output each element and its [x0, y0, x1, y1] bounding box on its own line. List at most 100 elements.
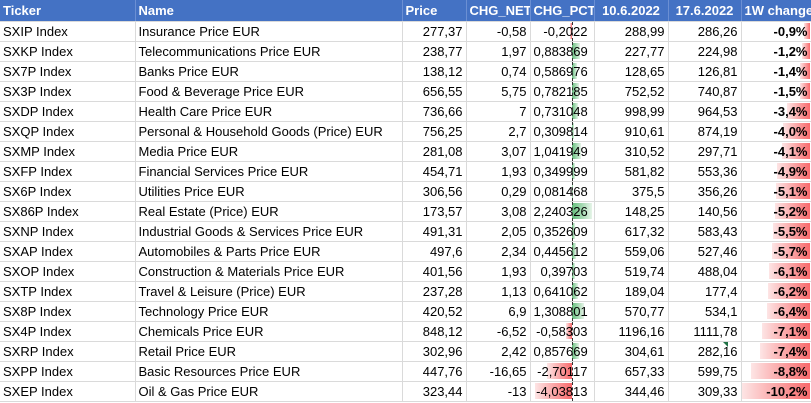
- date1-cell[interactable]: 288,99: [594, 21, 669, 42]
- date1-cell[interactable]: 570,77: [594, 301, 669, 322]
- week-change-cell[interactable]: -7,4%: [741, 341, 811, 362]
- name-cell[interactable]: Insurance Price EUR: [135, 21, 403, 42]
- date1-cell[interactable]: 148,25: [594, 201, 669, 222]
- header-price[interactable]: Price: [402, 0, 467, 22]
- chg-pct-cell[interactable]: 2,240326: [530, 201, 595, 222]
- ticker-cell[interactable]: SX6P Index: [0, 181, 136, 202]
- chg-pct-cell[interactable]: 0,309814: [530, 121, 595, 142]
- date1-cell[interactable]: 519,74: [594, 261, 669, 282]
- chg-net-cell[interactable]: 3,07: [466, 141, 531, 162]
- week-change-cell[interactable]: -1,4%: [741, 61, 811, 82]
- price-cell[interactable]: 401,56: [402, 261, 467, 282]
- chg-net-cell[interactable]: 1,13: [466, 281, 531, 302]
- price-cell[interactable]: 491,31: [402, 221, 467, 242]
- ticker-cell[interactable]: SXAP Index: [0, 241, 136, 262]
- week-change-cell[interactable]: -1,5%: [741, 81, 811, 102]
- header-week-change[interactable]: 1W change: [741, 0, 811, 22]
- name-cell[interactable]: Travel & Leisure (Price) EUR: [135, 281, 403, 302]
- name-cell[interactable]: Utilities Price EUR: [135, 181, 403, 202]
- date2-cell[interactable]: 297,71: [668, 141, 742, 162]
- chg-pct-cell[interactable]: 0,445612: [530, 241, 595, 262]
- ticker-cell[interactable]: SX8P Index: [0, 301, 136, 322]
- date2-cell[interactable]: 126,81: [668, 61, 742, 82]
- ticker-cell[interactable]: SXMP Index: [0, 141, 136, 162]
- chg-net-cell[interactable]: 2,05: [466, 221, 531, 242]
- ticker-cell[interactable]: SXEP Index: [0, 381, 136, 402]
- date1-cell[interactable]: 310,52: [594, 141, 669, 162]
- date1-cell[interactable]: 657,33: [594, 361, 669, 382]
- ticker-cell[interactable]: SXTP Index: [0, 281, 136, 302]
- price-cell[interactable]: 736,66: [402, 101, 467, 122]
- week-change-cell[interactable]: -4,9%: [741, 161, 811, 182]
- week-change-cell[interactable]: -4,1%: [741, 141, 811, 162]
- date1-cell[interactable]: 998,99: [594, 101, 669, 122]
- ticker-cell[interactable]: SX4P Index: [0, 321, 136, 342]
- price-cell[interactable]: 447,76: [402, 361, 467, 382]
- ticker-cell[interactable]: SXIP Index: [0, 21, 136, 42]
- week-change-cell[interactable]: -8,8%: [741, 361, 811, 382]
- ticker-cell[interactable]: SX7P Index: [0, 61, 136, 82]
- name-cell[interactable]: Food & Beverage Price EUR: [135, 81, 403, 102]
- chg-net-cell[interactable]: -6,52: [466, 321, 531, 342]
- header-name[interactable]: Name: [135, 0, 403, 22]
- date2-cell[interactable]: 534,1: [668, 301, 742, 322]
- price-cell[interactable]: 756,25: [402, 121, 467, 142]
- chg-net-cell[interactable]: 5,75: [466, 81, 531, 102]
- ticker-cell[interactable]: SXFP Index: [0, 161, 136, 182]
- date1-cell[interactable]: 910,61: [594, 121, 669, 142]
- chg-pct-cell[interactable]: 0,352609: [530, 221, 595, 242]
- price-cell[interactable]: 237,28: [402, 281, 467, 302]
- price-cell[interactable]: 281,08: [402, 141, 467, 162]
- ticker-cell[interactable]: SXKP Index: [0, 41, 136, 62]
- week-change-cell[interactable]: -4,0%: [741, 121, 811, 142]
- week-change-cell[interactable]: -1,2%: [741, 41, 811, 62]
- chg-pct-cell[interactable]: 0,641062: [530, 281, 595, 302]
- chg-pct-cell[interactable]: 0,39703: [530, 261, 595, 282]
- header-date-1[interactable]: 10.6.2022: [594, 0, 669, 22]
- date2-cell[interactable]: 356,26: [668, 181, 742, 202]
- ticker-cell[interactable]: SXPP Index: [0, 361, 136, 382]
- date1-cell[interactable]: 189,04: [594, 281, 669, 302]
- date2-cell[interactable]: 488,04: [668, 261, 742, 282]
- week-change-cell[interactable]: -5,2%: [741, 201, 811, 222]
- date1-cell[interactable]: 752,52: [594, 81, 669, 102]
- price-cell[interactable]: 848,12: [402, 321, 467, 342]
- price-cell[interactable]: 454,71: [402, 161, 467, 182]
- chg-net-cell[interactable]: 0,29: [466, 181, 531, 202]
- week-change-cell[interactable]: -5,7%: [741, 241, 811, 262]
- name-cell[interactable]: Automobiles & Parts Price EUR: [135, 241, 403, 262]
- date1-cell[interactable]: 559,06: [594, 241, 669, 262]
- date1-cell[interactable]: 128,65: [594, 61, 669, 82]
- ticker-cell[interactable]: SXDP Index: [0, 101, 136, 122]
- price-cell[interactable]: 323,44: [402, 381, 467, 402]
- comment-indicator[interactable]: [723, 342, 728, 347]
- ticker-cell[interactable]: SX3P Index: [0, 81, 136, 102]
- date2-cell[interactable]: 286,26: [668, 21, 742, 42]
- name-cell[interactable]: Oil & Gas Price EUR: [135, 381, 403, 402]
- week-change-cell[interactable]: -5,1%: [741, 181, 811, 202]
- date2-cell[interactable]: 527,46: [668, 241, 742, 262]
- price-cell[interactable]: 138,12: [402, 61, 467, 82]
- date2-cell[interactable]: 1111,78: [668, 321, 742, 342]
- week-change-cell[interactable]: -5,5%: [741, 221, 811, 242]
- name-cell[interactable]: Real Estate (Price) EUR: [135, 201, 403, 222]
- name-cell[interactable]: Health Care Price EUR: [135, 101, 403, 122]
- ticker-cell[interactable]: SXOP Index: [0, 261, 136, 282]
- chg-pct-cell[interactable]: 0,883869: [530, 41, 595, 62]
- week-change-cell[interactable]: -6,1%: [741, 261, 811, 282]
- date2-cell[interactable]: 553,36: [668, 161, 742, 182]
- date2-cell[interactable]: 224,98: [668, 41, 742, 62]
- date1-cell[interactable]: 304,61: [594, 341, 669, 362]
- date2-cell[interactable]: 874,19: [668, 121, 742, 142]
- chg-pct-cell[interactable]: 0,857669: [530, 341, 595, 362]
- ticker-cell[interactable]: SXNP Index: [0, 221, 136, 242]
- week-change-cell[interactable]: -10,2%: [741, 381, 811, 402]
- chg-pct-cell[interactable]: 1,308801: [530, 301, 595, 322]
- week-change-cell[interactable]: -3,4%: [741, 101, 811, 122]
- date2-cell[interactable]: 140,56: [668, 201, 742, 222]
- date2-cell[interactable]: 740,87: [668, 81, 742, 102]
- chg-net-cell[interactable]: -13: [466, 381, 531, 402]
- chg-pct-cell[interactable]: -2,70117: [530, 361, 595, 382]
- ticker-cell[interactable]: SXRP Index: [0, 341, 136, 362]
- date2-cell[interactable]: 309,33: [668, 381, 742, 402]
